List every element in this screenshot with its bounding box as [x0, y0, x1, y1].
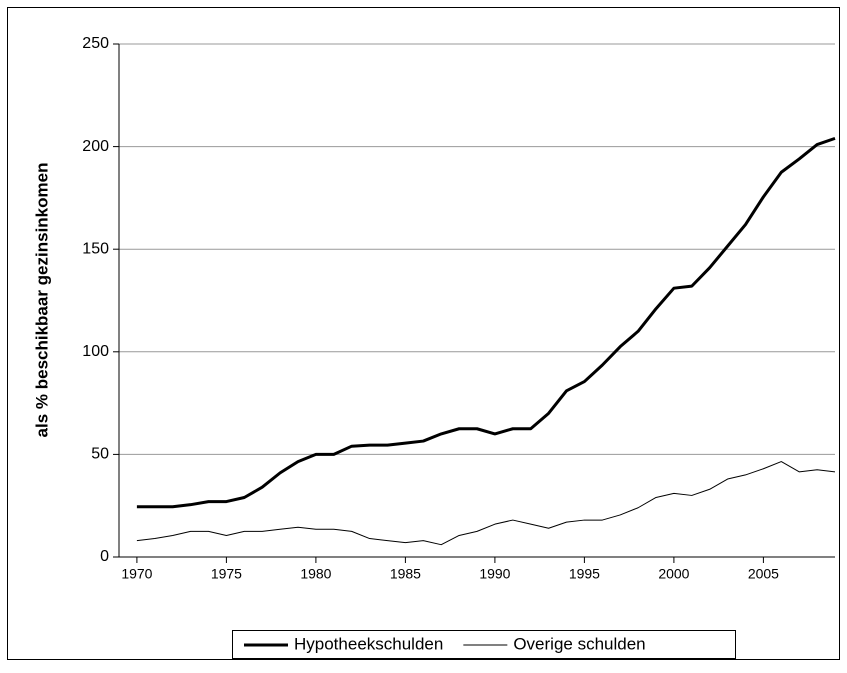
legend-label: Overige schulden	[513, 634, 645, 653]
x-tick-label: 2000	[658, 566, 689, 582]
series-line	[136, 461, 836, 546]
legend-label: Hypotheekschulden	[294, 634, 443, 653]
x-tick-label: 1970	[121, 566, 152, 582]
x-tick-label: 1990	[479, 566, 510, 582]
y-tick-label: 0	[100, 548, 109, 565]
y-tick-label: 250	[82, 35, 109, 52]
x-tick-label: 1980	[300, 566, 331, 582]
y-tick-label: 200	[82, 138, 109, 155]
x-tick-label: 2005	[748, 566, 779, 582]
chart-border	[7, 7, 840, 660]
series-line	[136, 136, 836, 509]
y-tick-label: 50	[91, 446, 109, 463]
y-tick-label: 100	[82, 343, 109, 360]
y-axis-label: als % beschikbaar gezinsinkomen	[32, 163, 51, 438]
x-tick-label: 1985	[390, 566, 421, 582]
x-tick-label: 1975	[211, 566, 242, 582]
y-tick-label: 150	[82, 240, 109, 257]
x-tick-label: 1995	[569, 566, 600, 582]
